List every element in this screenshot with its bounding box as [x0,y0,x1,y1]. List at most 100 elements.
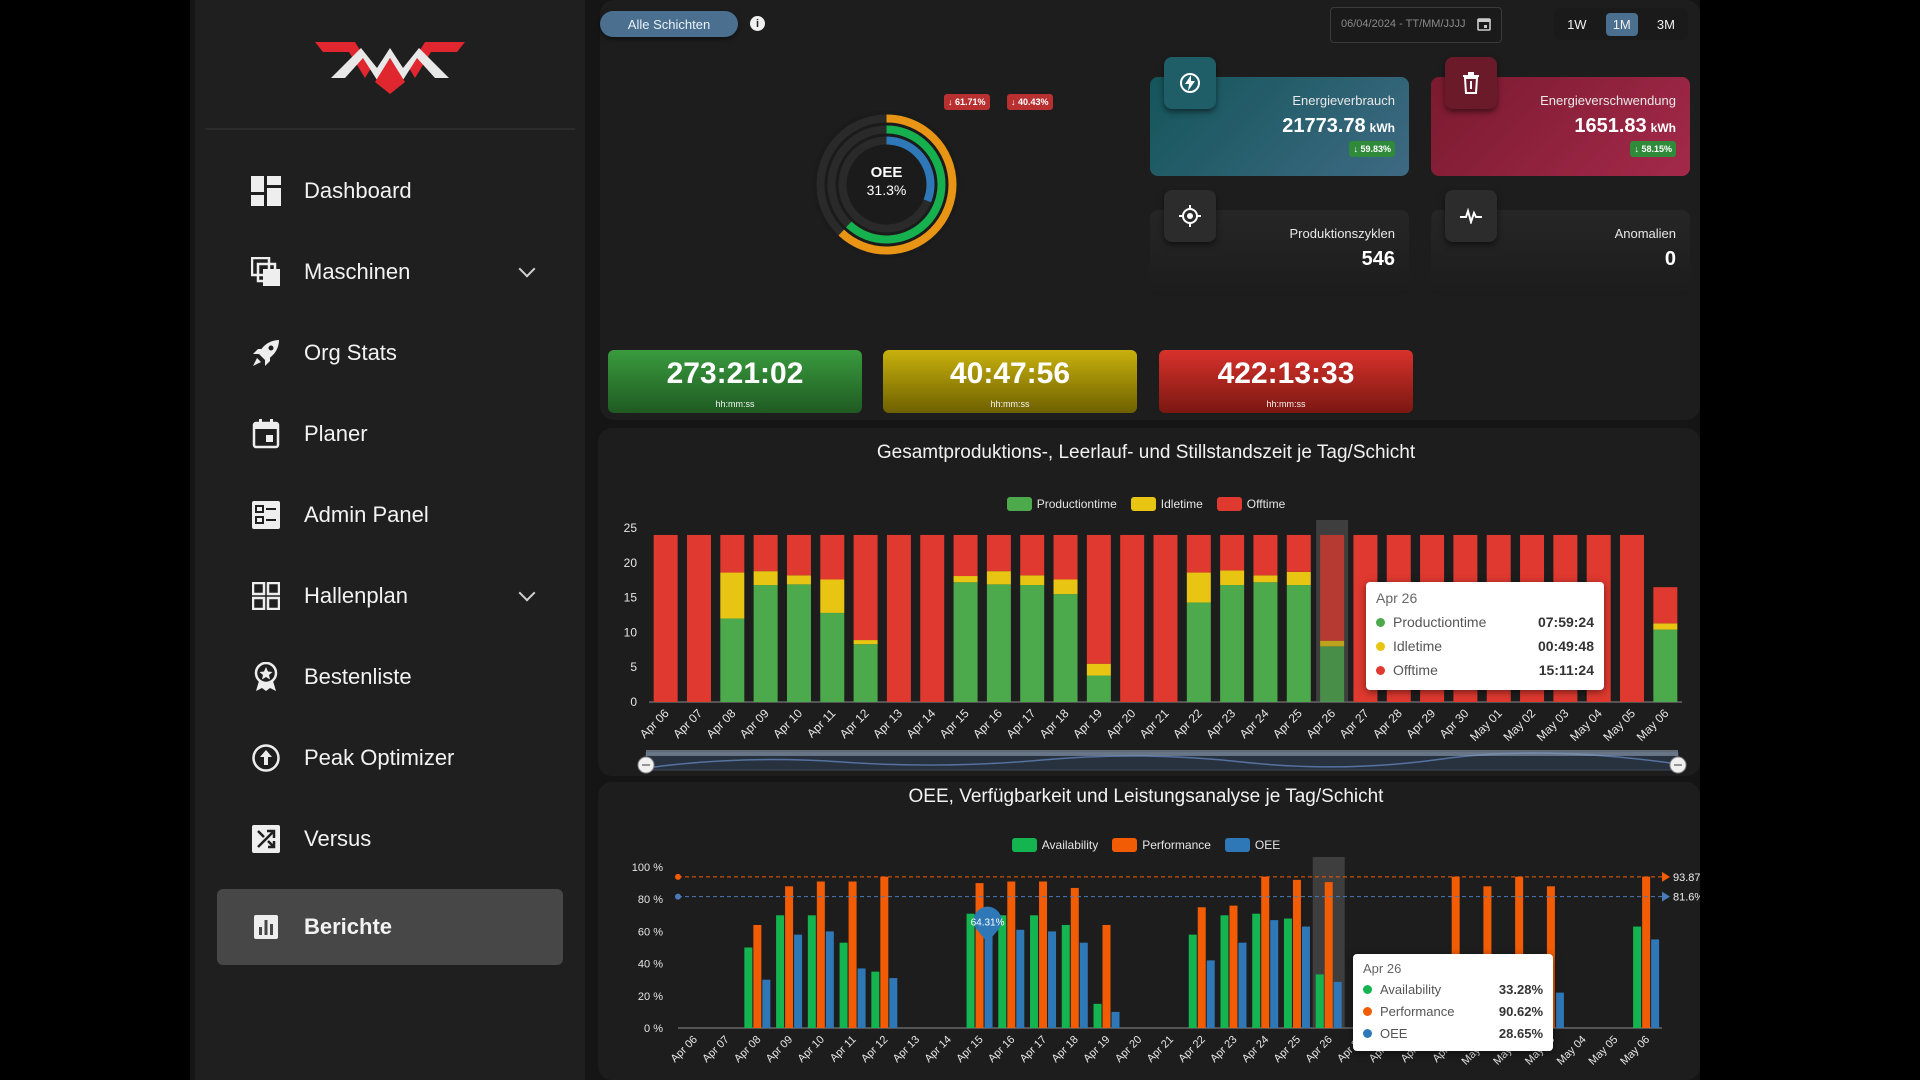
tooltip-row: Productiontime 07:59:24 [1376,610,1594,634]
sidebar-item-berichte[interactable]: Berichte [217,889,563,965]
tooltip-label: OEE [1380,1025,1408,1041]
x-tick-label: Apr 20 [1113,1034,1144,1065]
oee-chart[interactable]: 0 %20 %40 %60 %80 %100 %Apr 06 Apr 07 Apr … [592,855,1700,1080]
sidebar-item-dashboard[interactable]: Dashboard [217,160,563,222]
y-tick-label: 80 % [638,894,663,906]
tooltip-row: Idletime 00:49:48 [1376,634,1594,658]
rocket-icon [250,337,282,369]
production-cycles-label: Produktionszyklen [1289,226,1396,241]
legend-item-oee[interactable]: OEE [1224,838,1280,852]
chevron-down-icon[interactable] [518,260,536,278]
date-range-input[interactable]: 06/04/2024 - TT/MM/JJJJ [1330,7,1502,43]
legend-item-availability[interactable]: Availability [1011,838,1098,852]
bar-performance [785,886,794,1028]
tooltip-date: Apr 26 [1363,961,1402,976]
tooltip-dot [1363,1006,1372,1016]
dashboard-icon [250,175,282,207]
legend-item-offtime[interactable]: Offtime [1216,497,1286,511]
legend-item-performance[interactable]: Performance [1112,838,1211,852]
x-tick-label: Apr 28 [1370,706,1405,741]
bar-offtime [1186,534,1211,573]
tooltip-label: Productiontime [1393,614,1487,630]
oee-point-marker [973,906,1002,943]
bar-performance [1292,879,1301,1028]
main-content: Alle Schichten i 06/04/2024 - TT/MM/JJJJ… [592,0,1700,1080]
legend-swatch [1112,838,1138,852]
bar-availability [871,971,880,1028]
sidebar-item-planer[interactable]: Planer [217,403,563,465]
bar-idletime [953,576,978,583]
sidebar-item-org-stats[interactable]: Org Stats [217,322,563,384]
bar-performance [1007,881,1016,1028]
arrow-up-circle-icon [250,742,282,774]
bar-idletime [1286,571,1311,586]
legend-swatch [1130,497,1156,511]
x-tick-label: Apr 09 [764,1034,795,1065]
bar-availability [807,915,816,1028]
x-tick-label: Apr 10 [796,1034,827,1065]
sidebar-item-bestenliste[interactable]: Bestenliste [217,646,563,708]
bar-availability [1220,915,1229,1028]
chevron-down-icon[interactable] [518,584,536,602]
off-time-box: 422:13:33 hh:mm:ss [1159,350,1413,413]
markline-performance-start [675,873,681,880]
bar-idletime [1253,575,1278,583]
bar-oee [1111,1011,1120,1028]
info-icon[interactable]: i [750,16,765,31]
markline-availability-start [675,893,681,900]
range-3m-button[interactable]: 3M [1656,16,1675,32]
gauge-center [851,149,922,220]
sidebar-item-admin-panel[interactable]: Admin Panel [217,484,563,546]
production-time-box: 273:21:02 hh:mm:ss [608,350,862,413]
pulse-icon [1445,190,1497,242]
x-tick-label: Apr 17 [1003,706,1038,741]
brand-logo [315,42,465,94]
bar-offtime [953,534,978,577]
shift-select-button[interactable]: Alle Schichten [600,11,738,37]
sidebar-item-versus[interactable]: Versus [217,808,563,870]
shuffle-icon [250,823,282,855]
bar-productiontime [753,585,778,702]
bar-offtime [753,534,778,572]
legend-item-production[interactable]: Productiontime [1006,497,1117,511]
calendar-icon[interactable] [1477,17,1491,31]
sidebar-item-label: Bestenliste [304,664,412,689]
energy-number: 21773.78 [1282,115,1366,137]
x-tick-label: Apr 22 [1170,706,1205,741]
bar-availability [839,942,848,1028]
x-tick-label: Apr 13 [891,1034,922,1065]
range-1w-button[interactable]: 1W [1567,16,1587,32]
legend-label: Offtime [1246,497,1286,511]
bar-oee [1555,992,1564,1028]
x-tick-label: Apr 15 [937,706,972,741]
bar-performance [880,876,889,1028]
range-1m-button[interactable]: 1M [1605,12,1638,36]
sidebar-item-maschinen[interactable]: Maschinen [217,241,563,303]
calendar-icon [250,418,282,450]
y-tick-label: 0 [630,695,637,709]
energy-waste-label: Energieverschwendung [1540,93,1676,108]
bar-performance [1197,907,1206,1028]
logo-divider [205,128,575,130]
idle-time-unit: hh:mm:ss [990,399,1030,409]
tooltip-row: Performance 90.62% [1363,1000,1543,1022]
bar-oee [1333,981,1342,1028]
sidebar-item-hallenplan[interactable]: Hallenplan [217,565,563,627]
time-chart-title: Gesamtproduktions-, Leerlauf- und Stills… [876,442,1416,463]
bar-offtime [820,534,845,580]
tooltip-dot [1376,641,1385,651]
oee-change-badge: ↓ 61.71% [944,94,990,110]
bar-productiontime [1320,646,1345,702]
bar-oee [857,968,866,1028]
x-tick-label: Apr 16 [986,1034,1017,1065]
bar-availability [1315,974,1324,1028]
markline-performance-arrow [1662,871,1670,882]
energy-waste-value: 1651.83 kWh [1574,115,1676,138]
bar-performance [975,883,984,1028]
bar-offtime [986,534,1011,572]
oee-point-label: 64.31% [971,917,1005,928]
sidebar-item-peak-optimizer[interactable]: Peak Optimizer [217,727,563,789]
bar-oee [984,924,993,1028]
energy-waste-number: 1651.83 [1574,115,1647,137]
legend-item-idle[interactable]: Idletime [1130,497,1203,511]
